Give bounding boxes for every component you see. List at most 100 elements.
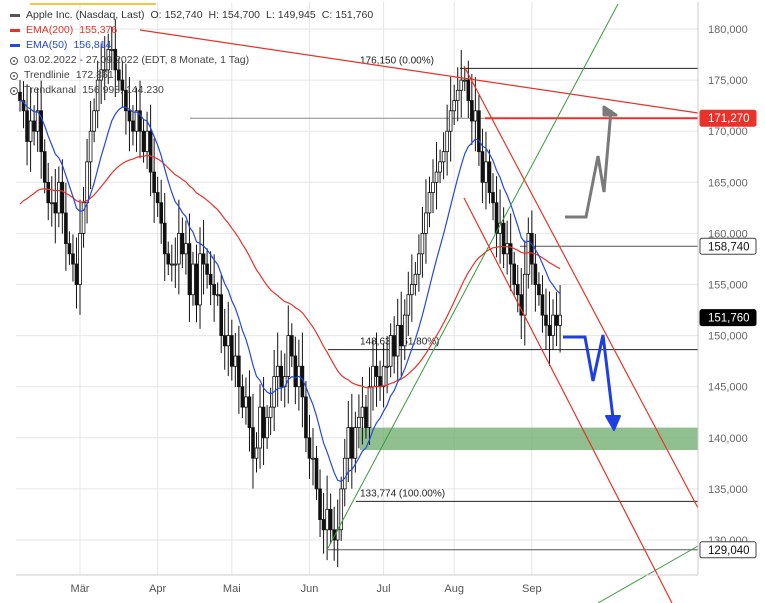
y-tick-label: 155,000 (708, 280, 748, 292)
candle-body (268, 406, 273, 418)
candle-body (212, 284, 216, 296)
candle-body (339, 488, 344, 531)
candle-body (519, 294, 524, 316)
highlight-bar (30, 3, 156, 5)
candle-body (410, 284, 414, 296)
candle-body (434, 171, 439, 183)
candle-body (381, 365, 386, 388)
candle-body (49, 202, 54, 205)
trendline-icon (10, 71, 18, 80)
candle-body (530, 232, 534, 265)
candle-body (85, 161, 89, 204)
candle-body (134, 110, 139, 132)
candle-body (53, 202, 58, 214)
candle-body (184, 243, 188, 255)
candle-body (512, 263, 516, 285)
legend-ema50-row[interactable]: EMA(50) 156,814 (10, 38, 373, 53)
legend: Apple Inc. (Nasdaq, Last) O: 152,740 H: 15… (10, 8, 373, 98)
price-tag-label: 158,740 (708, 241, 750, 253)
candles (18, 19, 562, 568)
candle-body (233, 355, 238, 367)
candle-body (438, 161, 442, 173)
bullish-arrow-head (602, 105, 618, 117)
legend-trendline-row[interactable]: Trendlinie 172.861 (10, 68, 373, 83)
candle-body (198, 253, 202, 306)
candle-body (314, 457, 319, 490)
candle-body (145, 130, 149, 153)
candle-body (515, 284, 520, 296)
candle-body (261, 406, 266, 439)
candle-body (328, 508, 333, 531)
candle-body (222, 335, 227, 347)
candle-body (494, 202, 499, 234)
candle-body (431, 181, 435, 193)
candle-body (106, 49, 111, 71)
candle-body (124, 89, 128, 112)
candle-body (547, 324, 552, 337)
candle-body (311, 457, 315, 460)
candle-body (247, 396, 252, 428)
trendkanal-label: Trendkanal (24, 84, 77, 96)
calendar-icon (10, 56, 18, 65)
legend-symbol-row: Apple Inc. (Nasdaq, Last) O: 152,740 H: 15… (10, 8, 373, 23)
candle-body (265, 416, 269, 439)
candle-body (371, 365, 375, 388)
candle-body (162, 222, 167, 255)
target-zone (360, 427, 698, 451)
candle-body (420, 232, 425, 255)
candle-body (71, 253, 75, 265)
candle-body (441, 151, 446, 163)
candle-body (67, 243, 72, 255)
candle-body (251, 427, 255, 459)
candle-body (166, 253, 171, 265)
candle-body (307, 437, 312, 459)
candle-body (215, 294, 220, 297)
candle-body (290, 335, 294, 357)
candle-body (395, 324, 400, 357)
fib-level-label: 176,150 (0.00%) (360, 55, 434, 66)
ema200-swatch (10, 29, 20, 32)
candle-body (544, 314, 548, 326)
ema50-swatch (10, 44, 20, 47)
candle-body (357, 416, 361, 428)
candle-body (417, 253, 421, 275)
fib-levels: 176,150 (0.00%)148,632 (61.80%)133,774 (… (190, 55, 698, 551)
candle-body (304, 396, 308, 439)
candle-body (455, 89, 460, 101)
price-tag (699, 309, 757, 327)
candle-body (378, 376, 382, 388)
candle-body (254, 447, 259, 459)
candle-body (487, 161, 492, 193)
price-tag (699, 109, 757, 127)
uptrend-line (327, 3, 619, 549)
candle-body (360, 406, 365, 418)
legend-trendkanal-row[interactable]: Trendkanal 156.998, 144.230 (10, 83, 373, 98)
date-range: 03.02.2022 - 27.09.2022 (EDT, 8 Monate, … (24, 54, 250, 66)
candle-body (522, 273, 527, 316)
candle-body (470, 100, 474, 122)
candle-body (180, 232, 185, 255)
candle-body (173, 263, 178, 266)
candle-body (92, 110, 96, 132)
candle-body (258, 406, 262, 449)
high-value: 154,700 (222, 9, 261, 21)
ema50-value: 156,814 (73, 39, 112, 51)
candle-body (402, 314, 407, 347)
candle-body (385, 365, 389, 368)
candle-body (120, 79, 125, 91)
candle-body (229, 335, 234, 367)
candle-body (293, 355, 298, 388)
candle-body (35, 110, 40, 132)
legend-ema200-row[interactable]: EMA(200) 155,376 (10, 23, 373, 38)
candle-body (466, 79, 471, 101)
y-tick-label: 175,000 (708, 75, 748, 87)
price-axis: 130,000135,000140,000145,000150,000155,0… (697, 2, 757, 575)
candle-body (177, 232, 181, 265)
bearish-scenario-arrow (563, 334, 615, 419)
candle-body (477, 110, 481, 153)
y-tick-label: 165,000 (708, 177, 748, 189)
candle-body (21, 100, 26, 112)
candle-body (64, 212, 68, 245)
candle-body (208, 273, 213, 285)
